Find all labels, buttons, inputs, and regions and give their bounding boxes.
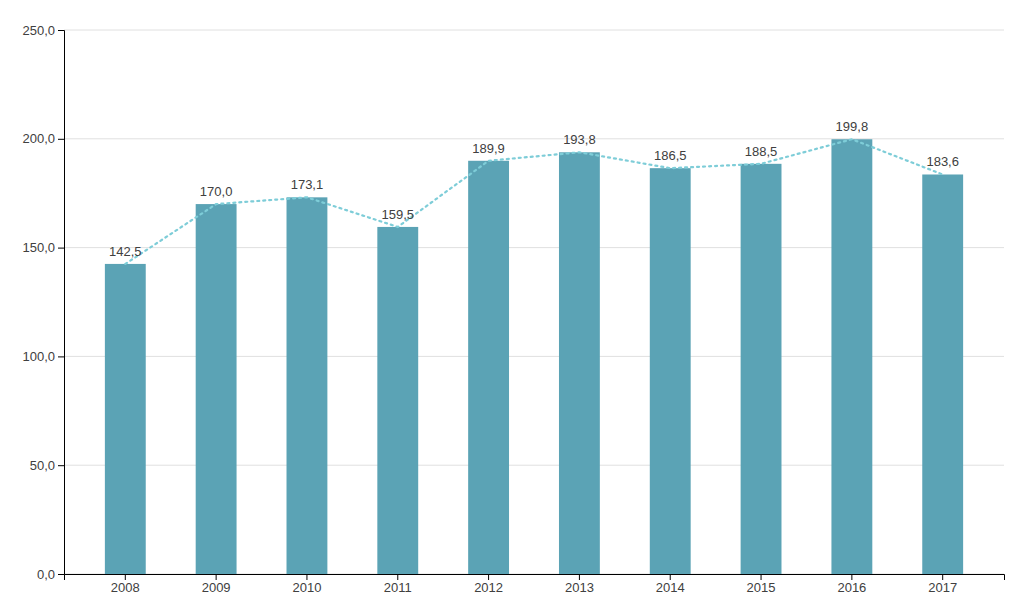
bar bbox=[196, 204, 237, 574]
x-tick: 2011 bbox=[384, 574, 412, 595]
data-label: 159,5 bbox=[381, 207, 414, 222]
data-labels: 142,5 170,0 173,1 159,5 189,9 193,8 186,5 188,5… bbox=[109, 119, 959, 259]
bar-series bbox=[105, 139, 963, 574]
x-tick-label: 2010 bbox=[292, 580, 321, 595]
y-tick: 0,0 bbox=[37, 567, 64, 582]
data-label: 186,5 bbox=[654, 148, 687, 163]
x-tick-label: 2016 bbox=[837, 580, 866, 595]
x-tick: 2012 bbox=[474, 574, 503, 595]
x-tick: 2014 bbox=[656, 574, 685, 595]
y-tick-label: 200,0 bbox=[22, 131, 55, 146]
y-tick-mark bbox=[58, 356, 64, 357]
x-tick: 2013 bbox=[565, 574, 594, 595]
x-tick: 2016 bbox=[837, 574, 866, 595]
x-tick-label: 2013 bbox=[565, 580, 594, 595]
bar bbox=[105, 264, 146, 574]
x-tick-mark bbox=[125, 574, 126, 580]
data-label: 193,8 bbox=[563, 132, 596, 147]
x-tick-mark bbox=[851, 574, 852, 580]
y-tick-mark bbox=[58, 248, 64, 249]
grid-line bbox=[64, 30, 1004, 31]
y-tick: 150,0 bbox=[22, 240, 64, 255]
x-tick-label: 2011 bbox=[384, 580, 412, 595]
x-axis-line bbox=[65, 575, 1005, 581]
y-tick-label: 50,0 bbox=[30, 458, 55, 473]
x-tick-mark bbox=[579, 574, 580, 580]
marks bbox=[105, 139, 963, 574]
x-tick-label: 2012 bbox=[474, 580, 503, 595]
x-tick-mark bbox=[488, 574, 489, 580]
y-tick-label: 150,0 bbox=[22, 240, 55, 255]
x-tick-label: 2009 bbox=[202, 580, 231, 595]
x-tick-mark bbox=[761, 574, 762, 580]
x-axis: 2008 2009 2010 2011 2012 2013 2014 2015 2016 2017 bbox=[65, 574, 1005, 595]
x-tick: 2015 bbox=[747, 574, 776, 595]
data-label: 183,6 bbox=[926, 154, 959, 169]
x-tick: 2008 bbox=[111, 574, 140, 595]
y-tick-label: 0,0 bbox=[37, 567, 55, 582]
bar bbox=[922, 174, 963, 574]
y-tick-label: 100,0 bbox=[22, 349, 55, 364]
y-tick-label: 250,0 bbox=[22, 23, 55, 38]
x-tick: 2017 bbox=[928, 574, 957, 595]
grid bbox=[64, 30, 1004, 574]
x-tick-mark bbox=[397, 574, 398, 580]
data-label: 170,0 bbox=[200, 184, 233, 199]
bar bbox=[831, 139, 872, 574]
bar bbox=[287, 197, 328, 574]
y-tick-mark bbox=[58, 465, 64, 466]
x-tick-mark bbox=[216, 574, 217, 580]
y-axis-line bbox=[58, 31, 65, 575]
bar bbox=[650, 168, 691, 574]
y-tick: 250,0 bbox=[22, 23, 64, 38]
chart: 142,5 170,0 173,1 159,5 189,9 193,8 186,5 188,5… bbox=[0, 0, 1024, 614]
x-tick-label: 2008 bbox=[111, 580, 140, 595]
x-tick-label: 2014 bbox=[656, 580, 685, 595]
x-tick-label: 2015 bbox=[747, 580, 776, 595]
y-tick-mark bbox=[58, 30, 64, 31]
data-label: 188,5 bbox=[745, 144, 778, 159]
y-tick: 50,0 bbox=[30, 458, 64, 473]
bar bbox=[741, 164, 782, 574]
grid-line bbox=[64, 138, 1004, 139]
x-tick: 2009 bbox=[202, 574, 231, 595]
y-tick-mark bbox=[58, 574, 64, 575]
x-tick-mark bbox=[942, 574, 943, 580]
data-label: 173,1 bbox=[291, 177, 324, 192]
x-tick-label: 2017 bbox=[928, 580, 957, 595]
y-axis: 0,0 50,0 100,0 150,0 200,0 250,0 bbox=[22, 23, 64, 582]
plot-area: 142,5 170,0 173,1 159,5 189,9 193,8 186,5 188,5… bbox=[22, 23, 1004, 596]
trend-line bbox=[125, 139, 942, 264]
x-tick-mark bbox=[670, 574, 671, 580]
y-tick: 100,0 bbox=[22, 349, 64, 364]
x-tick-mark bbox=[306, 574, 307, 580]
data-label: 142,5 bbox=[109, 244, 142, 259]
y-tick: 200,0 bbox=[22, 131, 64, 146]
x-tick: 2010 bbox=[292, 574, 321, 595]
bar bbox=[468, 161, 509, 574]
data-label: 189,9 bbox=[472, 141, 505, 156]
bar bbox=[559, 152, 600, 574]
bar bbox=[377, 227, 418, 574]
data-label: 199,8 bbox=[836, 119, 869, 134]
y-tick-mark bbox=[58, 139, 64, 140]
